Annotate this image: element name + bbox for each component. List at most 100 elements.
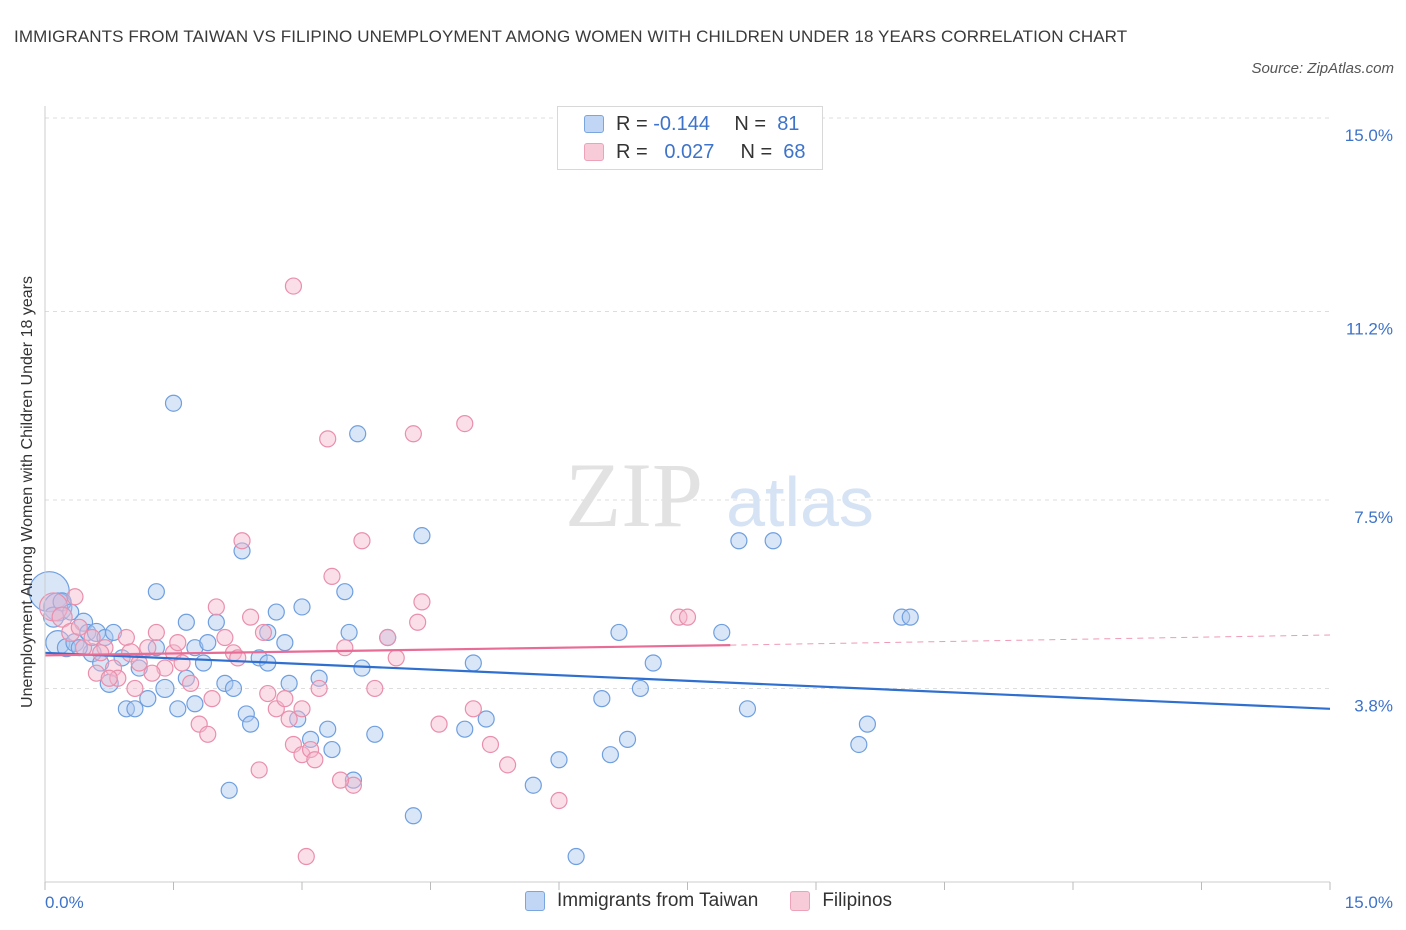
correlation-legend: R = -0.144 N = 81 R = 0.027 N = 68: [557, 106, 823, 170]
legend-row-filipino: R = 0.027 N = 68: [584, 140, 806, 164]
y-tick-label: 7.5%: [1354, 508, 1393, 527]
filipino-point: [182, 674, 200, 692]
filipino-point: [280, 710, 298, 728]
taiwan-point: [43, 592, 73, 622]
taiwan-point: [207, 613, 225, 631]
taiwan-point: [139, 690, 157, 708]
filipino-point: [126, 679, 144, 698]
filipino-point: [306, 751, 324, 769]
y-tick-label: 15.0%: [1345, 126, 1393, 145]
filipino-point: [104, 659, 123, 677]
filipino-point: [203, 690, 221, 708]
taiwan-point: [456, 720, 474, 738]
filipino-point: [319, 430, 337, 448]
filipino-point: [87, 664, 106, 682]
points-layer: [28, 277, 919, 866]
filipino-point: [284, 277, 303, 295]
filipino-point: [353, 532, 371, 550]
filipino-point: [233, 532, 251, 550]
taiwan-point: [186, 639, 204, 657]
taiwan-point: [366, 725, 384, 743]
filipino-point: [409, 613, 427, 631]
watermark-atlas: atlas: [726, 463, 874, 541]
taiwan-point: [301, 730, 320, 748]
y-tick-label: 3.8%: [1354, 696, 1393, 715]
filipino-point: [550, 791, 568, 810]
filipino-point: [207, 598, 225, 616]
taiwan-point: [550, 751, 568, 769]
filipino-point: [297, 847, 315, 866]
taiwan-point: [464, 654, 482, 672]
taiwan-point: [349, 425, 367, 443]
filipino-trendline-extension: [730, 634, 1331, 646]
filipino-n-value: 68: [783, 140, 806, 163]
taiwan-point: [293, 598, 311, 616]
taiwan-point: [220, 781, 238, 799]
filipino-swatch: [584, 143, 604, 161]
x-tick-label: 15.0%: [1345, 893, 1393, 912]
filipino-point: [301, 740, 320, 759]
filipino-point: [379, 628, 397, 647]
filipino-point: [83, 628, 101, 647]
taiwan-point: [104, 623, 123, 642]
legend-filipino-swatch: [790, 891, 811, 911]
taiwan-point: [233, 542, 251, 560]
taiwan-point: [323, 740, 341, 759]
taiwan-point: [276, 634, 294, 652]
filipino-point: [143, 664, 161, 682]
taiwan-point: [336, 583, 354, 601]
taiwan-r-label: R =: [616, 112, 648, 135]
filipino-point: [38, 592, 69, 622]
taiwan-point: [310, 669, 328, 687]
taiwan-n-label: N =: [734, 112, 767, 135]
taiwan-point: [631, 679, 649, 698]
grid-layer: [45, 117, 1330, 689]
taiwan-point: [524, 776, 542, 794]
taiwan-swatch: [584, 115, 604, 133]
taiwan-point: [199, 634, 217, 652]
filipino-n-label: N =: [740, 140, 773, 163]
taiwan-point: [319, 720, 337, 738]
filipino-point: [293, 700, 311, 718]
taiwan-point: [764, 532, 782, 550]
taiwan-n-value: 81: [777, 112, 800, 135]
watermark: ZIP atlas: [565, 444, 874, 546]
taiwan-point: [267, 603, 285, 621]
taiwan-point: [618, 730, 637, 748]
legend-row-taiwan: R = -0.144 N = 81: [584, 112, 799, 136]
filipino-point: [499, 756, 517, 774]
filipino-point: [331, 771, 350, 789]
taiwan-point: [126, 700, 144, 718]
taiwan-point: [601, 746, 620, 764]
filipino-point: [117, 628, 135, 647]
taiwan-point: [477, 710, 495, 728]
filipino-point: [199, 725, 217, 743]
taiwan-point: [858, 715, 877, 733]
watermark-zip: ZIP: [565, 444, 703, 546]
taiwan-point: [404, 807, 422, 825]
filipino-point: [481, 735, 500, 754]
taiwan-point: [713, 623, 731, 642]
taiwan-point: [224, 679, 243, 698]
taiwan-point: [164, 394, 183, 412]
filipino-point: [336, 639, 354, 657]
filipino-point: [276, 690, 294, 708]
filipino-trendline: [44, 644, 731, 657]
filipino-r-value: 0.027: [664, 140, 715, 163]
filipino-point: [139, 639, 157, 657]
filipino-point: [156, 659, 174, 677]
taiwan-point: [242, 715, 260, 733]
taiwan-point: [413, 527, 431, 545]
taiwan-point: [344, 771, 362, 789]
taiwan-point: [280, 674, 298, 692]
taiwan-point: [237, 705, 255, 723]
taiwan-point: [353, 659, 371, 677]
legend-filipino-label: Filipinos: [822, 890, 893, 911]
chart-title: IMMIGRANTS FROM TAIWAN VS FILIPINO UNEMP…: [14, 27, 1128, 46]
legend-taiwan-swatch: [525, 891, 545, 911]
filipino-point: [344, 776, 362, 794]
x-tick-label: 0.0%: [45, 893, 84, 912]
filipino-point: [169, 634, 187, 652]
taiwan-point: [901, 608, 919, 626]
